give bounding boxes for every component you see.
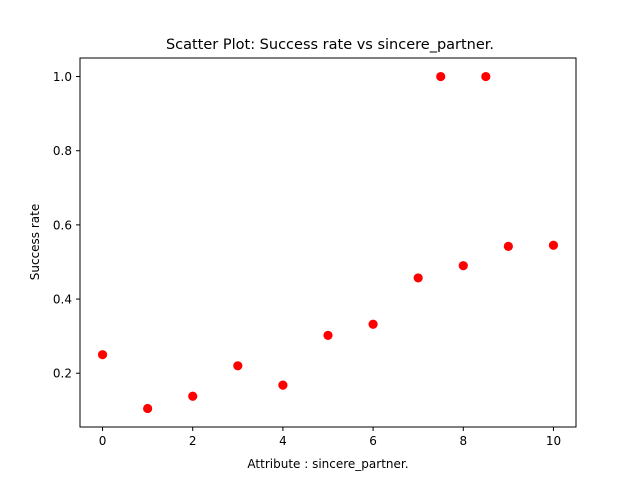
y-axis-label: Success rate bbox=[28, 204, 42, 281]
data-point bbox=[143, 403, 153, 414]
points-layer bbox=[97, 71, 559, 414]
y-tick-label: 0.2 bbox=[53, 367, 72, 381]
plot-frame bbox=[79, 57, 577, 428]
data-point bbox=[548, 240, 559, 250]
data-point bbox=[436, 71, 446, 82]
data-point bbox=[233, 361, 243, 371]
x-tick-label: 2 bbox=[189, 434, 197, 448]
data-point bbox=[97, 350, 108, 360]
x-tick-label: 0 bbox=[99, 434, 107, 448]
x-tick-label: 10 bbox=[546, 434, 561, 448]
data-point bbox=[188, 391, 198, 401]
y-tick-label: 0.8 bbox=[53, 144, 72, 158]
chart-title: Scatter Plot: Success rate vs sincere_pa… bbox=[166, 37, 494, 53]
y-tick-label: 1.0 bbox=[53, 70, 72, 84]
ticks-layer: 0 2 4 6 8 10 0.2 0.4 0.6 0.8 1.0 bbox=[53, 70, 561, 448]
y-tick-label: 0.4 bbox=[53, 293, 72, 307]
data-point bbox=[368, 319, 378, 329]
data-point bbox=[323, 330, 333, 340]
x-tick-label: 4 bbox=[279, 434, 287, 448]
y-tick-label: 0.6 bbox=[53, 218, 72, 232]
data-point bbox=[503, 241, 513, 251]
data-point bbox=[458, 261, 468, 271]
data-point bbox=[481, 71, 491, 82]
data-point bbox=[413, 273, 423, 283]
x-axis-label: Attribute : sincere_partner. bbox=[247, 457, 408, 471]
x-tick-label: 8 bbox=[459, 434, 467, 448]
x-tick-label: 6 bbox=[369, 434, 377, 448]
data-point bbox=[278, 380, 288, 390]
